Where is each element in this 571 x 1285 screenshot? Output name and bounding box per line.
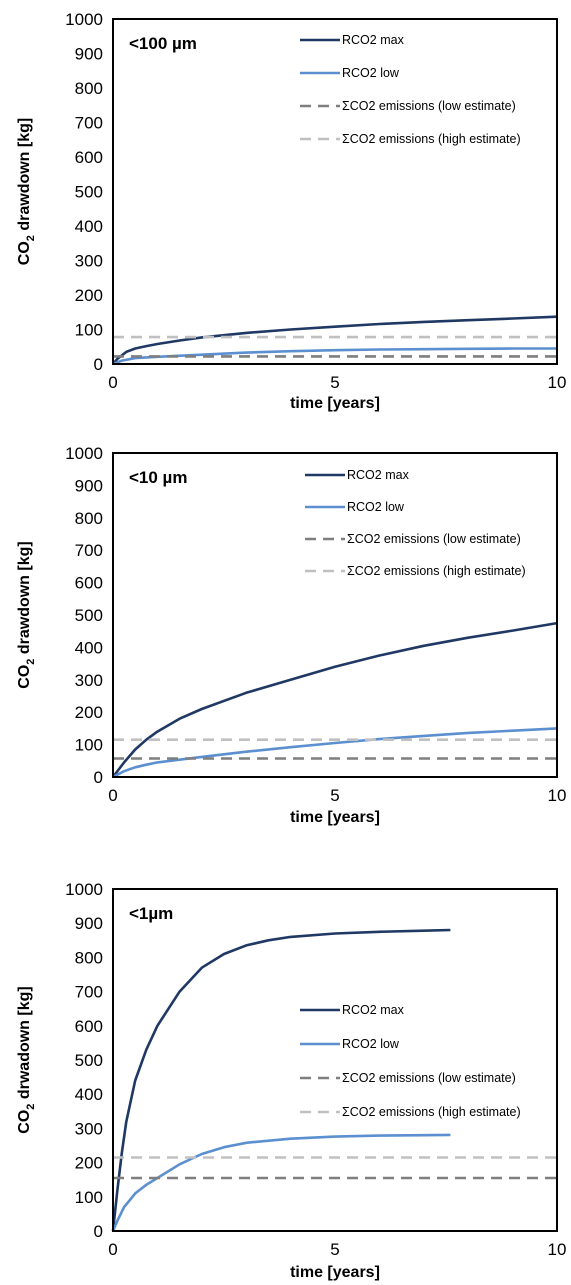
- y-tick-label: 700: [75, 983, 103, 1002]
- y-tick-label: 700: [75, 541, 103, 560]
- y-tick-label: 500: [75, 183, 103, 202]
- plot-frame: [112, 888, 558, 1232]
- y-axis-title-subscript: 2: [25, 1104, 37, 1110]
- y-tick-label: 300: [75, 671, 103, 690]
- series-line-1: [112, 315, 558, 365]
- x-tick-label: 5: [330, 786, 339, 805]
- y-tick-label: 400: [75, 1085, 103, 1104]
- x-axis-title: time [years]: [290, 395, 380, 412]
- y-axis-title: CO2 drawdown [kg]: [16, 541, 37, 688]
- y-tick-label: 200: [75, 703, 103, 722]
- legend: RCO2 max RCO2 low ΣCO2 emissions (low esti…: [300, 1003, 521, 1119]
- y-axis-title: CO2 drawdown [kg]: [16, 118, 37, 265]
- y-axis-title-main: CO: [16, 241, 33, 265]
- y-tick-label: 300: [75, 1119, 103, 1138]
- y-tick-label: 200: [75, 1154, 103, 1173]
- x-axis-title: time [years]: [290, 1264, 380, 1281]
- y-axis-title-subscript: 2: [25, 659, 37, 665]
- x-tick-label: 5: [330, 1240, 339, 1259]
- x-axis-title: time [years]: [290, 809, 380, 826]
- y-tick-label: 100: [75, 736, 103, 755]
- y-tick-label: 400: [75, 217, 103, 236]
- y-tick-label: 900: [75, 45, 103, 64]
- x-tick-label: 0: [108, 786, 117, 805]
- legend-label: ΣCO2 emissions (high estimate): [342, 1105, 521, 1119]
- y-tick-label: 600: [75, 574, 103, 593]
- panel-label: <1µm: [129, 904, 173, 923]
- x-tick-label: 10: [548, 786, 567, 805]
- legend-label: ΣCO2 emissions (low estimate): [342, 1071, 516, 1085]
- y-axis-title-subscript: 2: [25, 235, 37, 241]
- series-line-1: [111, 621, 558, 778]
- legend-label: RCO2 low: [342, 1037, 400, 1051]
- series-line-2: [112, 347, 557, 366]
- legend-label: RCO2 max: [342, 33, 405, 47]
- legend-label: RCO2 max: [342, 1003, 405, 1017]
- legend-label: RCO2 low: [347, 500, 405, 514]
- y-tick-label: 1000: [65, 880, 103, 899]
- legend-label: ΣCO2 emissions (low estimate): [347, 532, 521, 546]
- y-tick-label: 1000: [65, 10, 103, 29]
- x-tick-label: 10: [548, 373, 567, 392]
- y-tick-label: 300: [75, 252, 103, 271]
- legend: RCO2 max RCO2 low ΣCO2 emissions (low esti…: [300, 33, 521, 146]
- y-tick-label: 200: [75, 286, 103, 305]
- chart-panel-1: 0 100 200 300 400 500 600 700 800 900 1000 0 5 10 time…: [16, 10, 566, 412]
- y-axis-title-rest: drwadown [kg]: [16, 986, 33, 1103]
- y-axis-title-main: CO: [16, 1110, 33, 1134]
- legend-label: ΣCO2 emissions (high estimate): [347, 564, 526, 578]
- y-axis-title-main: CO: [16, 665, 33, 689]
- series-line-2: [111, 1133, 451, 1232]
- y-axis-title: CO2 drwadown [kg]: [16, 986, 37, 1133]
- y-tick-label: 900: [75, 914, 103, 933]
- y-tick-label: 500: [75, 606, 103, 625]
- y-tick-label: 100: [75, 1188, 103, 1207]
- legend-label: RCO2 low: [342, 66, 400, 80]
- y-tick-label: 0: [94, 355, 103, 374]
- y-tick-label: 800: [75, 509, 103, 528]
- panel-label: <10 µm: [129, 468, 187, 487]
- panel-label: <100 µm: [129, 34, 197, 53]
- y-tick-label: 700: [75, 114, 103, 133]
- legend-label: ΣCO2 emissions (low estimate): [342, 99, 516, 113]
- x-tick-label: 10: [548, 1240, 567, 1259]
- series-line-1: [111, 928, 451, 1232]
- y-tick-label: 0: [94, 1222, 103, 1241]
- x-tick-label: 0: [108, 373, 117, 392]
- y-axis-title-rest: drawdown [kg]: [16, 541, 33, 658]
- plot-frame: [112, 18, 558, 365]
- y-tick-label: 600: [75, 1017, 103, 1036]
- series-line-2: [112, 727, 558, 779]
- y-tick-label: 900: [75, 476, 103, 495]
- x-tick-label: 0: [108, 1240, 117, 1259]
- legend-label: RCO2 max: [347, 468, 410, 482]
- y-axis-title-rest: drawdown [kg]: [16, 118, 33, 235]
- chart-panel-3: 0 100 200 300 400 500 600 700 800 900 1000 0 5 10 time…: [16, 880, 566, 1281]
- x-tick-label: 5: [330, 373, 339, 392]
- y-tick-label: 800: [75, 948, 103, 967]
- y-tick-label: 800: [75, 79, 103, 98]
- chart-panel-2: 0 100 200 300 400 500 600 700 800 900 1000 0 5 10 time…: [16, 444, 566, 826]
- y-tick-label: 400: [75, 638, 103, 657]
- y-tick-label: 600: [75, 148, 103, 167]
- plot-frame: [112, 452, 558, 778]
- legend: RCO2 max RCO2 low ΣCO2 emissions (low esti…: [305, 468, 526, 578]
- y-tick-label: 1000: [65, 444, 103, 463]
- y-tick-label: 500: [75, 1051, 103, 1070]
- y-tick-label: 0: [94, 768, 103, 787]
- y-tick-label: 100: [75, 321, 103, 340]
- legend-label: ΣCO2 emissions (high estimate): [342, 132, 521, 146]
